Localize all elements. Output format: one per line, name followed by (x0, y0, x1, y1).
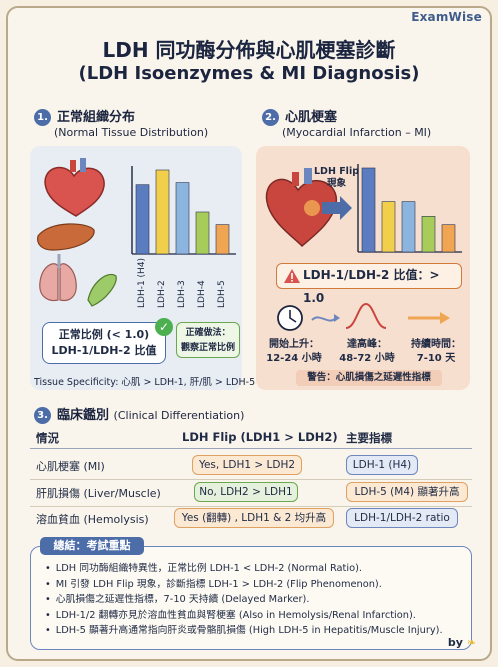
bar-ldh-5 (441, 224, 456, 253)
row-hemolysis-flip: Yes (翻轉) , LDH1 & 2 均升高 (174, 508, 334, 528)
summary-title: 總結：考試重點 (40, 537, 144, 555)
row-liver-marker: LDH-5 (M4) 顯著升高 (346, 482, 468, 502)
tissue-specificity: Tissue Specificity: 心肌 > LDH-1, 肝/肌 > LD… (34, 377, 256, 388)
tick-label: LDH-5 (217, 280, 227, 308)
col-header-flip: LDH Flip (LDH1 > LDH2) (182, 430, 338, 444)
row-divider (30, 506, 472, 507)
normal-ratio-name: LDH-1/LDH-2 比值 (51, 344, 157, 357)
organ-illustrations (37, 158, 117, 307)
timeline-peak: 達高峰： 48-72 小時 (339, 339, 395, 364)
rise-arrow-icon (311, 314, 340, 322)
section2-number: 2. (262, 109, 279, 126)
table-divider (30, 448, 472, 449)
timeline-graphic (277, 302, 450, 331)
bar-ldh-1-h4- (135, 184, 150, 255)
brand-logo: ExamWise (411, 10, 482, 24)
duration-arrow-icon (408, 312, 450, 324)
bar-ldh-2 (155, 169, 170, 255)
row-mi-flip: Yes, LDH1 > LDH2 (192, 455, 302, 475)
flip-label: LDH Flip 現象 (314, 166, 359, 189)
tick-label: LDH-1 (H4) (137, 257, 147, 308)
row-liver-condition: 肝肌損傷 (Liver/Muscle) (36, 487, 161, 500)
tick-label: LDH-3 (177, 280, 187, 308)
section2-title: 心肌梗塞 (285, 110, 338, 125)
section3-title: 臨床鑑別 (57, 408, 110, 423)
normal-ratio-label: 正常比例 (< 1.0) (58, 328, 150, 341)
correct-method-label: 正確做法： (185, 328, 231, 338)
summary-item: LDH-5 顯著升高通常指向肝炎或骨骼肌損傷 (High LDH-5 in He… (45, 623, 443, 639)
summary-item: MI 引發 LDH Flip 現象，診斷指標 LDH-1 > LDH-2 (Fl… (45, 577, 443, 593)
bar-ldh-2 (381, 201, 396, 253)
summary-item: 心肌損傷之延遲性指標，7-10 天持續 (Delayed Marker). (45, 592, 443, 608)
bar-ldh-5 (215, 224, 230, 255)
summary-item: LDH 同功酶組織特異性，正常比例 LDH-1 < LDH-2 (Normal … (45, 561, 443, 577)
lungs-icon (39, 254, 77, 302)
bar-ldh-3 (175, 182, 190, 255)
page-title: LDH 同功酶分佈與心肌梗塞診斷 (102, 38, 396, 62)
banana-icon: ❧ (466, 636, 476, 649)
check-icon: ✓ (155, 318, 173, 336)
tick-label: LDH-2 (157, 280, 167, 308)
section1-subtitle: (Normal Tissue Distribution) (54, 126, 209, 139)
col-header-condition: 情況 (36, 431, 59, 445)
correct-method-text: 觀察正常比例 (180, 343, 235, 353)
section2-heading: 2. 心肌梗塞 (262, 106, 337, 126)
section3-number: 3. (34, 407, 51, 424)
section3-heading: 3. 臨床鑑別 (Clinical Differentiation) (34, 404, 244, 424)
flip-arrow-icon (322, 196, 352, 220)
section1-number: 1. (34, 109, 51, 126)
row-hemolysis-marker: LDH-1/LDH-2 ratio (346, 508, 458, 528)
summary-list: LDH 同功酶組織特異性，正常比例 LDH-1 < LDH-2 (Normal … (45, 561, 443, 639)
heart-icon (265, 168, 337, 248)
warning-icon (284, 269, 300, 283)
bar-ldh-4 (421, 215, 436, 253)
tick-label: LDH-4 (197, 280, 207, 308)
summary-item: LDH-1/2 翻轉亦見於溶血性貧血與腎梗塞 (Also in Hemolysi… (45, 608, 443, 624)
mi-heart-illustration (265, 168, 352, 248)
byline: by ❧ (447, 636, 476, 649)
correct-method-box: 正確做法： 觀察正常比例 (176, 322, 240, 358)
section2-subtitle: (Myocardial Infarction – MI) (282, 126, 432, 139)
normal-ratio-box: 正常比例 (< 1.0) LDH-1/LDH-2 比值 (42, 322, 166, 364)
mi-chart (357, 164, 462, 253)
section1-heading: 1. 正常組織分布 (34, 106, 135, 126)
page-subtitle: (LDH Isoenzymes & MI Diagnosis) (78, 63, 420, 84)
heart-icon (44, 158, 105, 217)
delayed-marker-warning: 警告：心肌損傷之延遲性指標 (296, 370, 442, 386)
muscle-icon (87, 273, 117, 307)
row-mi-condition: 心肌梗塞 (MI) (36, 460, 105, 473)
bar-ldh-1 (361, 167, 376, 253)
bar-ldh-4 (195, 211, 210, 255)
col-header-marker: 主要指標 (346, 431, 392, 445)
liver-icon (37, 223, 95, 251)
row-liver-flip: No, LDH2 > LDH1 (194, 482, 298, 502)
row-divider (30, 479, 472, 480)
section3-subtitle: (Clinical Differentiation) (113, 409, 245, 422)
summary-box: LDH 同功酶組織特異性，正常比例 LDH-1 < LDH-2 (Normal … (30, 546, 472, 650)
peak-curve-icon (345, 302, 387, 329)
timeline-duration: 持續時間： 7-10 天 (411, 339, 461, 364)
timeline-onset: 開始上升： 12-24 小時 (266, 339, 322, 364)
normal-distribution-chart (131, 166, 236, 255)
section1-title: 正常組織分布 (57, 110, 136, 125)
row-mi-marker: LDH-1 (H4) (346, 455, 418, 475)
flip-ratio-bar: LDH-1/LDH-2 比值：> 1.0 (276, 263, 462, 305)
bar-ldh-3 (401, 201, 416, 253)
clock-icon (277, 305, 303, 331)
row-hemolysis-condition: 溶血貧血 (Hemolysis) (36, 513, 149, 526)
